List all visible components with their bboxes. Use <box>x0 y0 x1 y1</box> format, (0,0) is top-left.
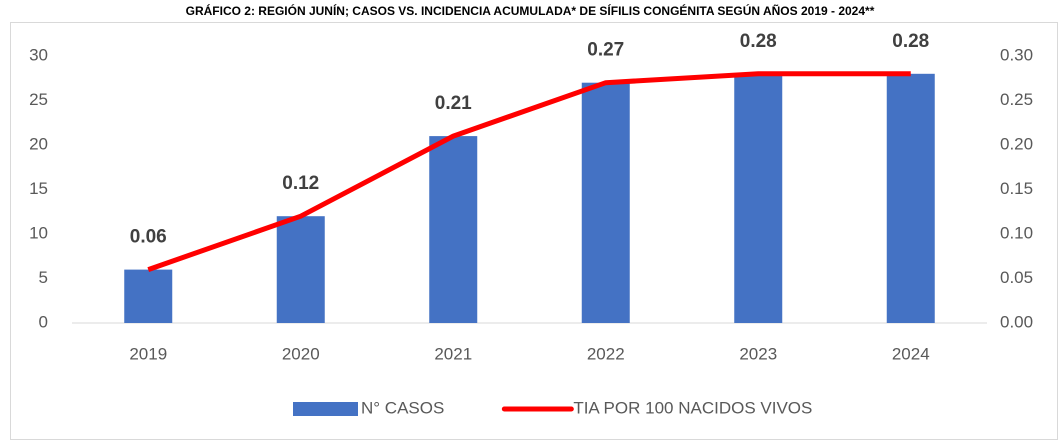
y-tick-label: 15 <box>29 179 48 198</box>
x-tick-label: 2024 <box>892 344 930 363</box>
bar <box>734 73 783 323</box>
bar <box>581 82 630 323</box>
bar <box>276 216 325 323</box>
y-tick-label: 10 <box>29 223 48 242</box>
x-tick-label: 2021 <box>434 344 472 363</box>
y2-tick-label: 0.00 <box>1000 312 1033 331</box>
y-tick-label: 25 <box>29 90 48 109</box>
data-label: 0.12 <box>282 173 319 194</box>
chart-title: GRÁFICO 2: REGIÓN JUNÍN; CASOS VS. INCID… <box>186 3 875 18</box>
x-tick-label: 2019 <box>129 344 167 363</box>
legend-swatch <box>293 402 358 416</box>
y2-tick-label: 0.20 <box>1000 134 1033 153</box>
chart-border <box>10 22 1058 440</box>
y2-tick-label: 0.10 <box>1000 223 1033 242</box>
data-label: 0.28 <box>892 31 929 52</box>
data-label: 0.27 <box>587 40 624 61</box>
x-tick-label: 2020 <box>282 344 320 363</box>
y-tick-label: 5 <box>39 268 48 287</box>
legend-label: TIA POR 100 NACIDOS VIVOS <box>573 398 812 417</box>
y2-tick-label: 0.15 <box>1000 179 1033 198</box>
y-tick-label: 0 <box>39 312 48 331</box>
y-tick-label: 20 <box>29 134 48 153</box>
y2-tick-label: 0.25 <box>1000 90 1033 109</box>
legend-label: N° CASOS <box>361 398 444 417</box>
y2-tick-label: 0.30 <box>1000 45 1033 64</box>
data-label: 0.06 <box>130 227 167 248</box>
data-label: 0.21 <box>435 93 472 114</box>
y2-tick-label: 0.05 <box>1000 268 1033 287</box>
x-tick-label: 2022 <box>587 344 625 363</box>
bar <box>124 269 173 323</box>
bar <box>886 73 935 323</box>
line <box>147 71 911 272</box>
bar <box>429 136 478 323</box>
data-label: 0.28 <box>740 31 777 52</box>
y-tick-label: 30 <box>29 45 48 64</box>
x-tick-label: 2023 <box>739 344 777 363</box>
